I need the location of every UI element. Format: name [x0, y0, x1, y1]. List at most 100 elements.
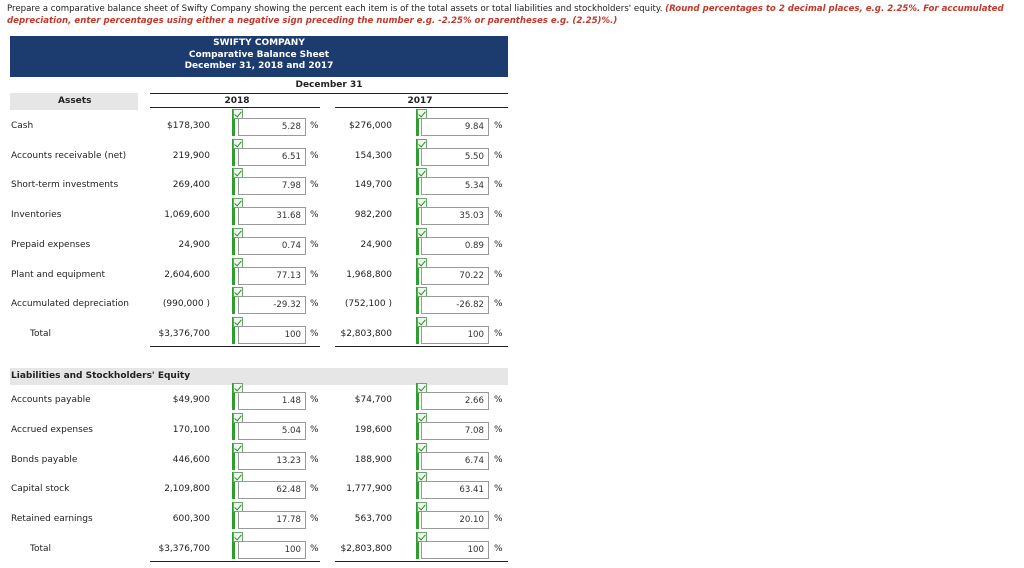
liability-amount-2017: 198,600 [354, 424, 392, 435]
asset-correct-marker-2018 [232, 168, 235, 196]
liability-amount-2017: 1,777,900 [346, 484, 392, 495]
asset-correct-marker-2018 [232, 198, 235, 226]
assets-heading-band [10, 93, 138, 110]
asset-percent-input-2018[interactable]: 5.28 [238, 118, 306, 136]
instructions-emphasis: (Round percentages to 2 decimal places, … [7, 4, 1004, 26]
liability-correct-marker-2018 [232, 472, 235, 500]
asset-amount-2017: (752,100 ) [344, 299, 392, 310]
liability-correct-marker-2017 [416, 532, 419, 559]
asset-correct-marker-2017 [416, 316, 419, 344]
asset-percent-input-2017[interactable]: 5.34 [421, 177, 489, 196]
asset-row-label: Short-term investments [11, 180, 119, 191]
percent-sign: % [310, 544, 319, 554]
liability-amount-2017: $74,700 [354, 395, 392, 405]
percent-sign: % [494, 239, 503, 250]
statement-dates: December 31, 2018 and 2017 [184, 61, 334, 71]
liability-correct-marker-2018 [232, 532, 235, 559]
liability-row-label: Retained earnings [11, 514, 93, 525]
liability-row-label: Capital stock [11, 484, 70, 495]
liability-percent-input-2017[interactable]: 2.66 [421, 392, 489, 410]
asset-percent-input-2017[interactable]: 35.03 [421, 207, 489, 226]
liability-percent-input-2017[interactable]: 7.08 [421, 421, 489, 440]
instructions-text: Prepare a comparative balance sheet of S… [7, 4, 666, 14]
liability-percent-input-2018[interactable]: 13.23 [238, 451, 306, 470]
asset-correct-marker-2017 [416, 138, 419, 166]
total-underline-2018 [150, 345, 320, 347]
liability-row-label: Accrued expenses [11, 424, 93, 435]
liability-correct-marker-2017 [416, 383, 419, 410]
asset-percent-input-2018[interactable]: -29.32 [238, 296, 306, 315]
liability-amount-2018: $49,900 [172, 395, 210, 405]
asset-percent-input-2018[interactable]: 77.13 [238, 266, 306, 285]
percent-sign: % [310, 210, 319, 221]
percent-sign: % [494, 424, 503, 435]
asset-percent-input-2017[interactable]: 5.50 [421, 147, 489, 166]
liability-correct-marker-2018 [232, 502, 235, 530]
liability-percent-input-2017[interactable]: 6.74 [421, 451, 489, 470]
asset-amount-2017: 149,700 [354, 180, 392, 191]
percent-sign: % [494, 210, 503, 221]
assets-heading: Assets [58, 96, 92, 106]
asset-percent-input-2018[interactable]: 7.98 [238, 177, 306, 196]
percent-sign: % [310, 150, 319, 161]
total-underline-2017 [335, 561, 508, 562]
percent-sign: % [494, 514, 503, 525]
period-header: December 31 [150, 78, 508, 94]
asset-percent-input-2017[interactable]: 100 [421, 325, 489, 344]
liability-correct-marker-2017 [416, 502, 419, 530]
asset-percent-input-2018[interactable]: 100 [238, 325, 306, 344]
liability-percent-input-2018[interactable]: 5.04 [238, 421, 306, 440]
asset-amount-2018: 219,900 [172, 150, 210, 161]
percent-sign: % [310, 180, 319, 191]
liability-amount-2018: 170,100 [172, 424, 210, 435]
liabilities-heading: Liabilities and Stockholders' Equity [11, 371, 191, 381]
asset-percent-input-2017[interactable]: -26.82 [421, 296, 489, 315]
asset-amount-2017: 1,968,800 [346, 269, 392, 280]
liability-percent-input-2018[interactable]: 17.78 [238, 511, 306, 530]
liability-percent-input-2017[interactable]: 20.10 [421, 511, 489, 530]
liability-percent-input-2018[interactable]: 62.48 [238, 481, 306, 500]
asset-percent-input-2017[interactable]: 9.84 [421, 118, 489, 136]
company-name: SWIFTY COMPANY [213, 38, 305, 48]
statement-title: Comparative Balance Sheet [188, 49, 330, 60]
asset-row-label: Plant and equipment [11, 269, 106, 280]
year-2017-underline [335, 107, 508, 108]
percent-sign: % [310, 395, 319, 405]
asset-amount-2018: $3,376,700 [158, 328, 210, 339]
instructions: Prepare a comparative balance sheet of S… [7, 3, 1012, 27]
liability-amount-2018: 446,600 [172, 454, 210, 465]
liability-correct-marker-2018 [232, 442, 235, 470]
percent-sign: % [310, 484, 319, 495]
asset-percent-input-2018[interactable]: 0.74 [238, 236, 306, 255]
liability-row-label: Bonds payable [11, 454, 78, 465]
asset-amount-2017: 154,300 [354, 150, 392, 161]
percent-sign: % [310, 239, 319, 250]
liability-amount-2017: $2,803,800 [340, 544, 392, 554]
asset-row-label: Accounts receivable (net) [11, 150, 127, 161]
liability-percent-input-2018[interactable]: 100 [238, 541, 306, 559]
liability-percent-input-2018[interactable]: 1.48 [238, 392, 306, 410]
liabilities-heading-band [10, 368, 508, 385]
percent-sign: % [494, 299, 503, 310]
asset-percent-input-2017[interactable]: 70.22 [421, 266, 489, 285]
year-2018-label: 2018 [224, 96, 250, 106]
liability-amount-2017: 563,700 [354, 514, 392, 525]
total-underline-2017 [335, 345, 508, 347]
asset-percent-input-2018[interactable]: 31.68 [238, 207, 306, 226]
asset-percent-input-2017[interactable]: 0.89 [421, 236, 489, 255]
liability-percent-input-2017[interactable]: 63.41 [421, 481, 489, 500]
asset-percent-input-2018[interactable]: 6.51 [238, 147, 306, 166]
liability-percent-input-2017[interactable]: 100 [421, 541, 489, 559]
asset-amount-2018: 2,604,600 [164, 269, 210, 280]
asset-correct-marker-2018 [232, 287, 235, 315]
asset-correct-marker-2017 [416, 109, 419, 136]
asset-amount-2018: 269,400 [172, 180, 210, 191]
asset-correct-marker-2017 [416, 257, 419, 285]
liability-correct-marker-2018 [232, 383, 235, 410]
percent-sign: % [494, 484, 503, 495]
asset-amount-2018: 1,069,600 [164, 210, 210, 221]
asset-correct-marker-2017 [416, 287, 419, 315]
percent-sign: % [494, 180, 503, 191]
liability-correct-marker-2018 [232, 412, 235, 440]
asset-correct-marker-2017 [416, 168, 419, 196]
